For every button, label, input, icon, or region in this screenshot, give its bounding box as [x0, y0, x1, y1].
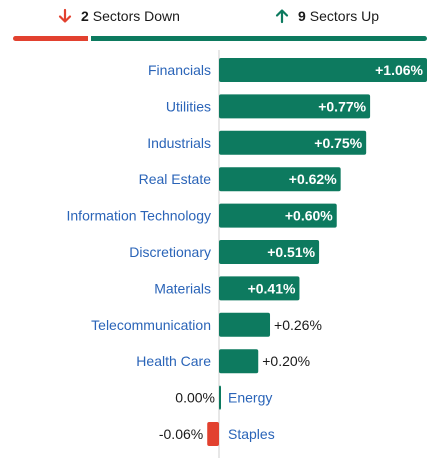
bar-8 — [219, 349, 259, 374]
ratio-bar-up-segment — [91, 36, 427, 41]
sectors-down-summary: 2 Sectors Down — [57, 8, 180, 24]
ratio-bar-down-segment — [13, 36, 88, 41]
bar-6 — [219, 276, 300, 301]
value-label-1: +0.77% — [318, 98, 366, 114]
value-label-0: +1.06% — [375, 62, 423, 78]
category-label-3: Real Estate — [139, 171, 212, 187]
category-label-9: Energy — [228, 390, 272, 406]
value-label-4: +0.60% — [285, 208, 333, 224]
category-label-10: Staples — [228, 426, 275, 442]
arrow-down-icon — [58, 8, 72, 23]
value-label-2: +0.75% — [314, 135, 362, 151]
category-label-1: Utilities — [166, 98, 211, 114]
category-label-5: Discretionary — [129, 244, 211, 260]
value-label-9: 0.00% — [175, 390, 215, 406]
bar-5 — [219, 240, 320, 264]
value-label-8: +0.20% — [262, 353, 310, 369]
bar-4 — [219, 203, 337, 228]
bar-10 — [207, 422, 219, 446]
value-label-5: +0.51% — [267, 244, 315, 260]
value-label-10: -0.06% — [159, 426, 203, 442]
sector-summary: 2 Sectors Down 9 Sectors Up — [0, 8, 438, 28]
up-down-ratio-bar — [13, 36, 427, 41]
value-label-6: +0.41% — [248, 280, 296, 296]
category-label-0: Financials — [148, 62, 211, 78]
category-label-2: Industrials — [147, 135, 211, 151]
bar-3 — [219, 167, 341, 192]
category-label-7: Telecommunication — [91, 317, 211, 333]
bar-7 — [219, 312, 271, 337]
value-label-3: +0.62% — [289, 171, 337, 187]
category-label-8: Health Care — [136, 353, 211, 369]
sectors-up-count: 9 — [298, 8, 306, 24]
sectors-up-label: Sectors Up — [309, 8, 380, 24]
bar-1 — [219, 94, 371, 119]
value-label-7: +0.26% — [274, 317, 322, 333]
sectors-up-summary: 9 Sectors Up — [274, 8, 379, 24]
bar-9 — [219, 385, 221, 410]
category-label-6: Materials — [154, 280, 211, 296]
category-label-4: Information Technology — [67, 208, 212, 224]
bar-0 — [219, 58, 427, 82]
arrow-up-icon — [275, 9, 289, 24]
sectors-down-label: Sectors Down — [92, 8, 180, 24]
bar-2 — [219, 130, 367, 155]
sectors-down-count: 2 — [81, 8, 89, 24]
